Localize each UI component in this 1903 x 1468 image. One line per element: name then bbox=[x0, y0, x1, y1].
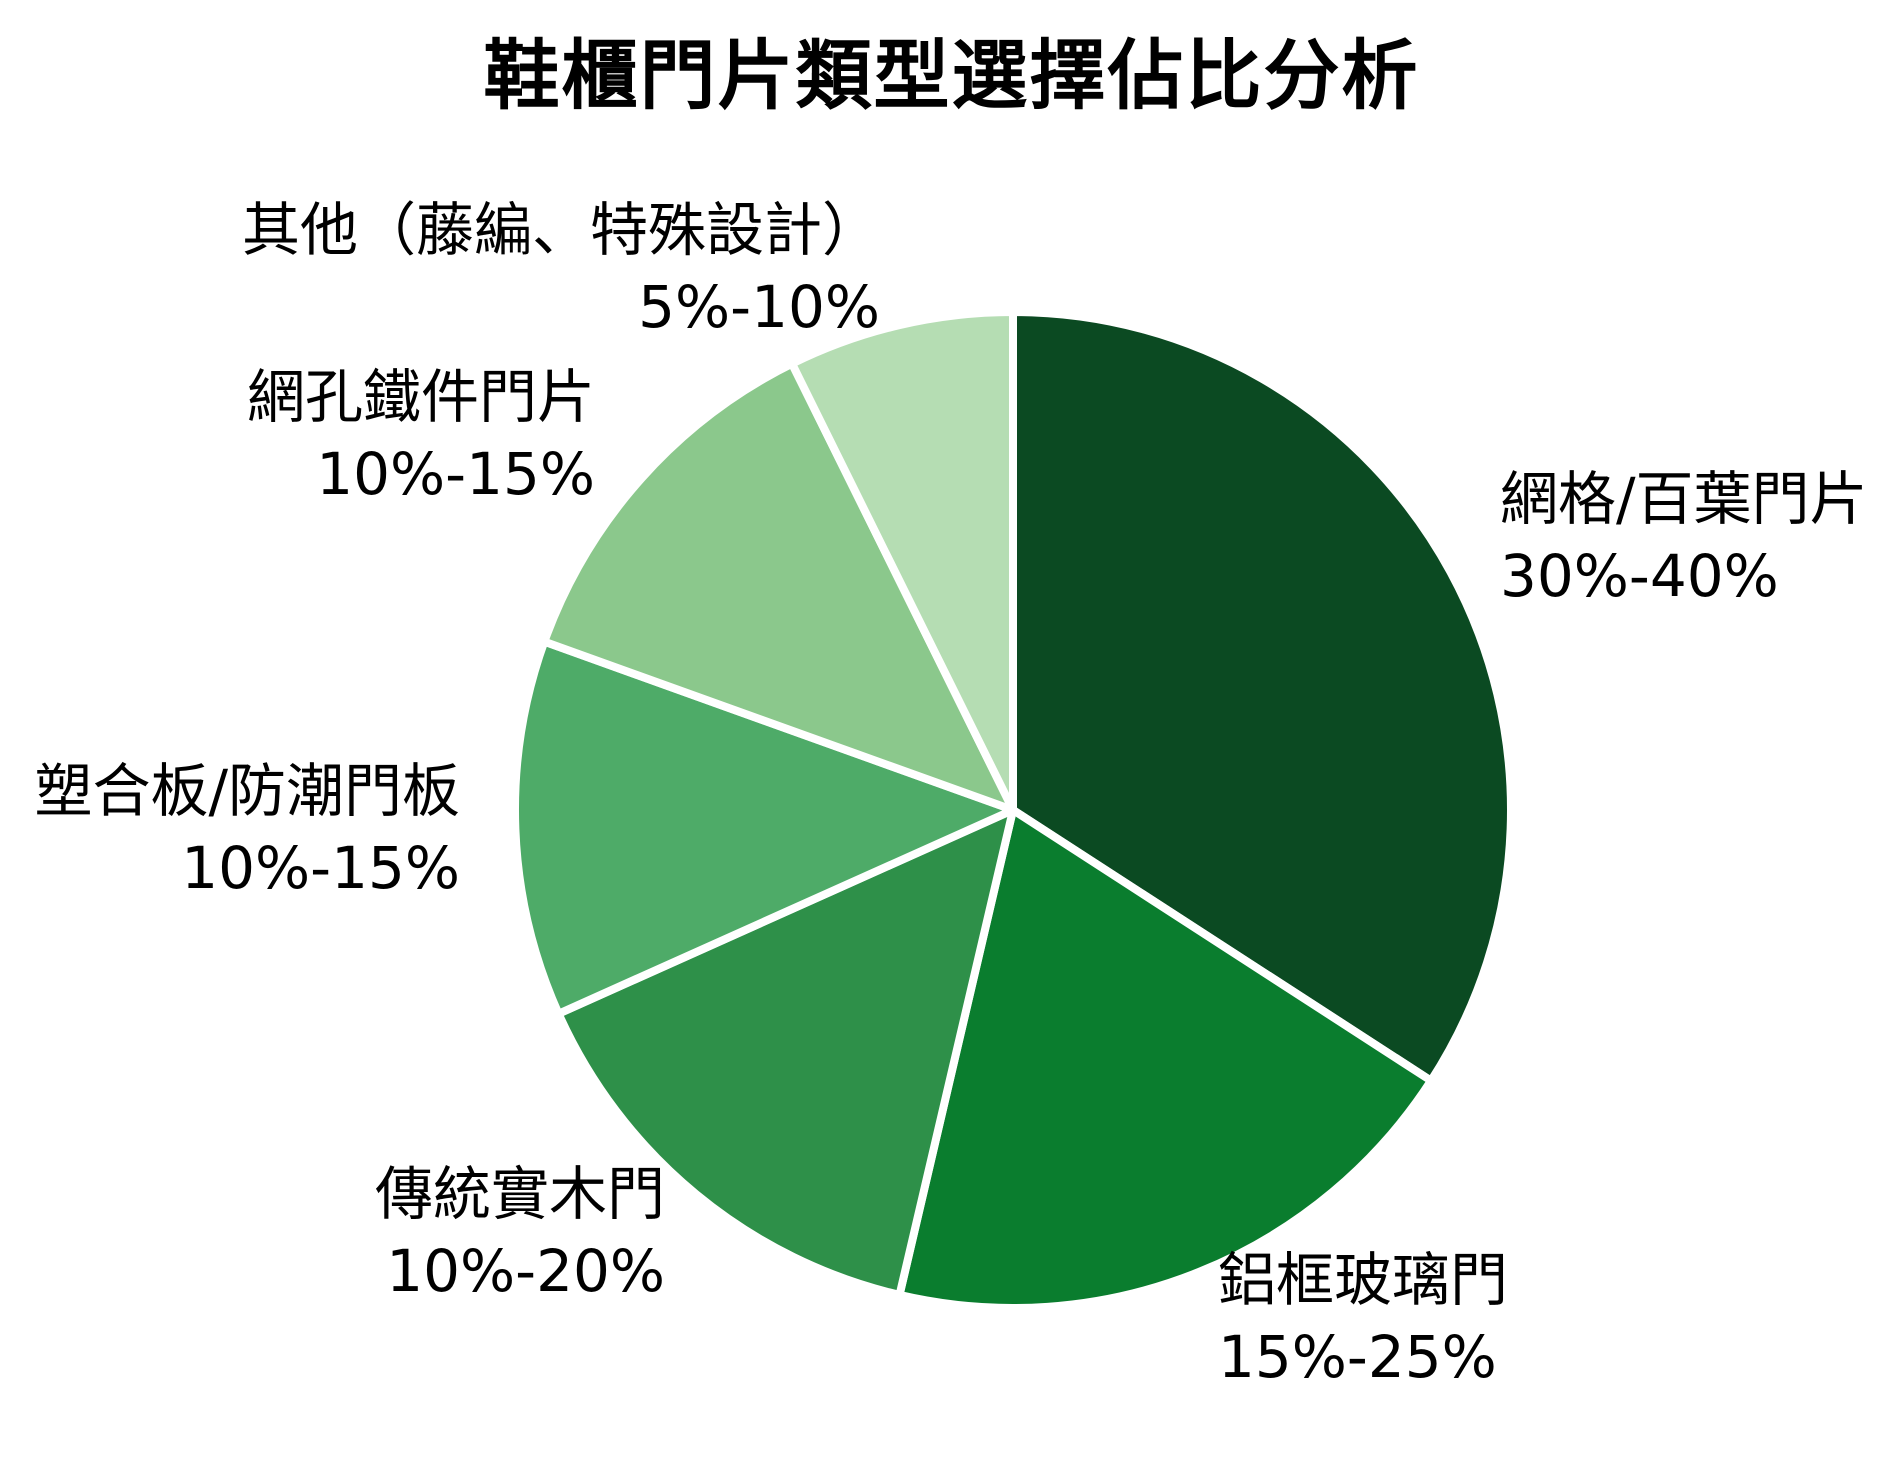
pie-slice-2 bbox=[554, 806, 1017, 1299]
slice-label-other-special-design: 其他（藤編、特殊設計） 5%-10% bbox=[242, 192, 880, 346]
slice-value: 10%-15% bbox=[316, 440, 595, 508]
pie-slice-4 bbox=[540, 359, 1017, 814]
slice-value: 5%-10% bbox=[638, 273, 880, 341]
slice-value: 10%-15% bbox=[181, 834, 460, 902]
slice-value: 15%-25% bbox=[1218, 1323, 1497, 1391]
slice-value: 30%-40% bbox=[1500, 542, 1779, 610]
chart-title: 鞋櫃門片類型選擇佔比分析 bbox=[483, 31, 1420, 120]
slice-name: 其他（藤編、特殊設計） bbox=[241, 196, 880, 264]
pie-slice-5 bbox=[788, 308, 1017, 814]
pie-slice-3 bbox=[511, 637, 1017, 1018]
slice-name: 網格/百葉門片 bbox=[1500, 465, 1868, 533]
pie-slice-1 bbox=[895, 806, 1435, 1312]
slice-value: 10%-20% bbox=[386, 1237, 665, 1305]
slice-name: 傳統實木門 bbox=[374, 1160, 665, 1228]
slice-name: 網孔鐵件門片 bbox=[246, 363, 595, 431]
slice-label-perforated-metal-door: 網孔鐵件門片 10%-15% bbox=[247, 359, 595, 513]
slice-label-traditional-solid-wood-door: 傳統實木門 10%-20% bbox=[375, 1156, 665, 1310]
slice-label-grid-louver-door: 網格/百葉門片 30%-40% bbox=[1500, 461, 1868, 615]
slice-name: 塑合板/防潮門板 bbox=[34, 757, 460, 825]
slice-label-melamine-moistureproof-board: 塑合板/防潮門板 10%-15% bbox=[34, 753, 460, 907]
slice-label-aluminum-glass-door: 鋁框玻璃門 15%-25% bbox=[1218, 1242, 1508, 1396]
slice-name: 鋁框玻璃門 bbox=[1218, 1246, 1509, 1314]
